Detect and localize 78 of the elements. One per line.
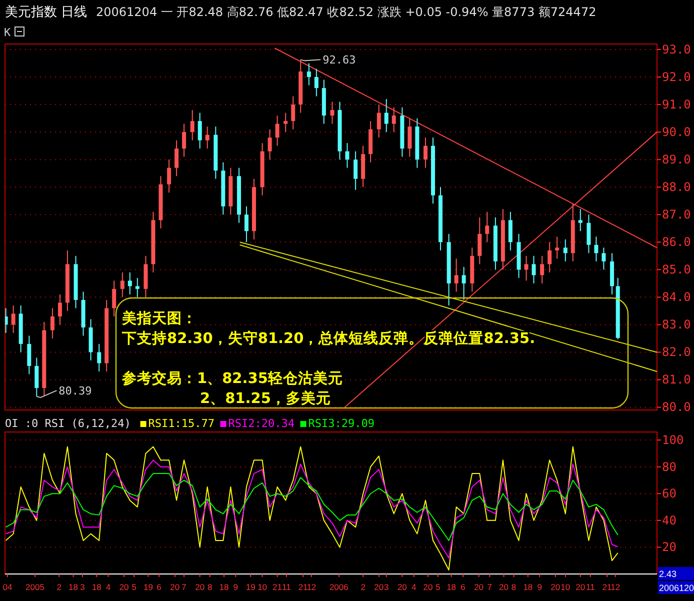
annotation: 92.63: [322, 54, 356, 67]
y-tick-label: 89.0: [662, 152, 691, 167]
x-tick-label: 18: [219, 582, 229, 592]
y-tick-label: 86.0: [662, 235, 691, 250]
x-tick-label: 21: [602, 582, 612, 592]
y-tick-label: 60: [662, 486, 676, 501]
y-tick-label: 85.0: [662, 262, 691, 277]
chart-title: 美元指数 日线: [5, 4, 88, 20]
x-tick-label: 3: [384, 582, 390, 592]
text: 2.43: [659, 569, 677, 579]
x-tick-label: 7: [487, 582, 492, 592]
annotation: 80.39: [58, 384, 92, 398]
x-tick-label: 4: [411, 582, 416, 592]
y-tick-label: 92.0: [662, 70, 691, 84]
x-tick-label: 20: [423, 582, 433, 592]
x-tick-label: 20: [550, 582, 560, 592]
y-tick-label: 87.0: [662, 208, 691, 222]
x-tick-label: 20: [499, 582, 509, 592]
x-tick-label: 20: [397, 582, 408, 592]
y-tick-label: 81.0: [662, 372, 691, 387]
x-tick-label: 2006: [329, 582, 349, 592]
annotation: 美指天图：: [121, 309, 197, 327]
y-tick-label: 100: [662, 433, 684, 448]
x-tick-label: 18: [92, 582, 102, 592]
y-tick-label: 40: [662, 513, 676, 528]
x-tick-label: 11: [282, 582, 292, 592]
x-tick-label: 20: [474, 582, 484, 592]
x-tick-label: 9: [537, 582, 542, 592]
text: 2006120: [659, 583, 694, 593]
x-tick-label: 7: [182, 582, 187, 592]
text: K: [4, 26, 11, 39]
y-tick-label: 90.0: [662, 125, 691, 140]
x-tick-label: 20: [119, 582, 130, 592]
y-tick-label: 91.0: [662, 98, 691, 112]
x-tick-label: 2005: [26, 582, 45, 592]
legend-label: RSI1:15.77: [148, 417, 215, 430]
x-tick-label: 20: [195, 582, 205, 592]
x-tick-label: 11: [586, 582, 596, 592]
x-tick-label: 18: [523, 582, 533, 592]
annotation: 参考交易：1、82.35轻仓沽美元: [121, 369, 343, 387]
y-tick-label: 93.0: [662, 42, 691, 57]
y-tick-label: 80: [662, 460, 676, 474]
x-tick-label: 12: [610, 582, 620, 592]
x-tick-label: 3: [80, 582, 86, 592]
x-tick-label: 19: [246, 582, 256, 592]
x-tick-label: 20: [576, 582, 586, 592]
legend-title: OI :0 RSI (6,12,24): [5, 417, 131, 430]
legend-label: RSI2:20.34: [228, 417, 295, 430]
x-tick-label: 21: [272, 582, 282, 592]
y-tick-label: 82.0: [662, 345, 691, 360]
x-tick-label: 5: [436, 582, 441, 592]
x-tick-label: 10: [560, 582, 570, 592]
x-tick-label: 2: [56, 582, 62, 592]
x-tick-label: 4: [106, 582, 111, 592]
x-tick-label: 6: [156, 582, 162, 592]
x-tick-label: 8: [511, 582, 516, 592]
x-tick-label: 8: [207, 582, 212, 592]
y-tick-label: 80.0: [662, 400, 691, 414]
x-tick-label: 12: [306, 582, 316, 592]
x-tick-label: 10: [258, 582, 268, 592]
x-tick-label: 2: [360, 582, 366, 592]
x-tick-label: 18: [68, 582, 78, 592]
x-tick-label: 04: [2, 582, 12, 592]
x-tick-label: 20: [170, 582, 180, 592]
x-tick-label: 18: [446, 582, 456, 592]
x-tick-label: 19: [143, 582, 154, 592]
y-tick-label: 88.0: [662, 180, 691, 194]
y-tick-label: 83.0: [662, 318, 691, 332]
legend-label: RSI3:29.09: [308, 417, 375, 430]
x-tick-label: 21: [298, 582, 308, 592]
y-tick-label: 84.0: [662, 290, 691, 304]
chart-subtitle: 20061204 一 开82.48 高82.76 低82.47 收82.52 涨跌 +0.05 -0.94% 量8773 额724472: [96, 5, 596, 19]
x-tick-label: 20: [374, 582, 384, 592]
y-tick-label: 20: [662, 540, 676, 554]
annotation: 2、81.25，多美元: [200, 389, 331, 407]
x-tick-label: 9: [233, 582, 238, 592]
x-tick-label: 6: [460, 582, 466, 592]
x-tick-label: 5: [132, 582, 137, 592]
